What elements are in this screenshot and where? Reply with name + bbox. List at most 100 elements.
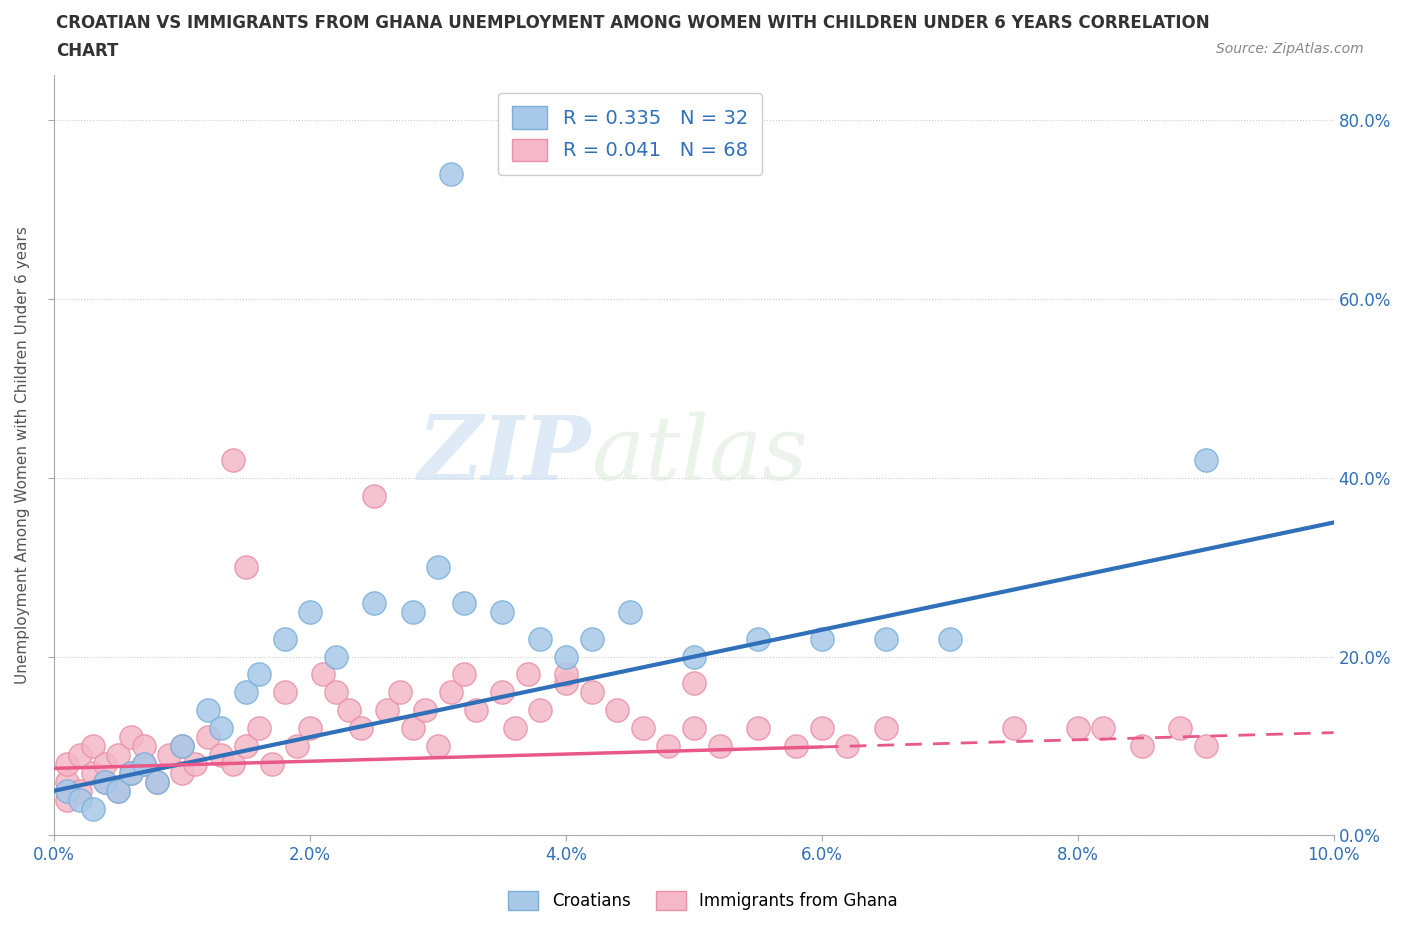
Point — [172, 738, 194, 753]
Point — [363, 595, 385, 610]
Point — [555, 676, 578, 691]
Point — [325, 649, 347, 664]
Point — [529, 631, 551, 646]
Point — [107, 783, 129, 798]
Point — [82, 738, 104, 753]
Point — [235, 560, 257, 575]
Point — [363, 488, 385, 503]
Point — [516, 667, 538, 682]
Point — [337, 703, 360, 718]
Point — [184, 756, 207, 771]
Point — [197, 703, 219, 718]
Point — [325, 684, 347, 699]
Point — [299, 721, 322, 736]
Point — [120, 765, 142, 780]
Point — [299, 604, 322, 619]
Point — [1168, 721, 1191, 736]
Point — [747, 721, 769, 736]
Point — [235, 684, 257, 699]
Point — [120, 730, 142, 745]
Point — [132, 756, 155, 771]
Point — [56, 756, 79, 771]
Point — [683, 676, 706, 691]
Point — [222, 756, 245, 771]
Point — [145, 775, 167, 790]
Point — [555, 649, 578, 664]
Point — [465, 703, 488, 718]
Point — [209, 721, 232, 736]
Legend: R = 0.335   N = 32, R = 0.041   N = 68: R = 0.335 N = 32, R = 0.041 N = 68 — [499, 93, 762, 175]
Point — [1195, 453, 1218, 468]
Point — [145, 775, 167, 790]
Y-axis label: Unemployment Among Women with Children Under 6 years: Unemployment Among Women with Children U… — [15, 227, 30, 684]
Point — [875, 721, 897, 736]
Point — [287, 738, 309, 753]
Point — [875, 631, 897, 646]
Point — [82, 765, 104, 780]
Point — [1130, 738, 1153, 753]
Point — [197, 730, 219, 745]
Point — [69, 748, 91, 763]
Point — [631, 721, 654, 736]
Point — [529, 703, 551, 718]
Point — [172, 738, 194, 753]
Point — [82, 801, 104, 816]
Point — [811, 631, 834, 646]
Point — [491, 604, 513, 619]
Point — [427, 560, 450, 575]
Point — [606, 703, 628, 718]
Point — [747, 631, 769, 646]
Point — [785, 738, 807, 753]
Point — [440, 166, 463, 181]
Point — [619, 604, 641, 619]
Point — [709, 738, 731, 753]
Point — [247, 667, 270, 682]
Point — [69, 783, 91, 798]
Point — [401, 721, 423, 736]
Point — [1195, 738, 1218, 753]
Point — [312, 667, 335, 682]
Point — [503, 721, 526, 736]
Point — [235, 738, 257, 753]
Text: ZIP: ZIP — [418, 412, 592, 498]
Point — [222, 453, 245, 468]
Point — [683, 649, 706, 664]
Point — [350, 721, 373, 736]
Point — [1002, 721, 1025, 736]
Point — [683, 721, 706, 736]
Point — [94, 775, 117, 790]
Point — [94, 775, 117, 790]
Text: CHART: CHART — [56, 42, 118, 60]
Point — [388, 684, 411, 699]
Point — [273, 684, 295, 699]
Point — [453, 595, 475, 610]
Point — [56, 783, 79, 798]
Point — [811, 721, 834, 736]
Point — [837, 738, 859, 753]
Point — [1092, 721, 1115, 736]
Point — [491, 684, 513, 699]
Point — [555, 667, 578, 682]
Point — [453, 667, 475, 682]
Point — [69, 792, 91, 807]
Point — [581, 684, 603, 699]
Point — [172, 765, 194, 780]
Legend: Croatians, Immigrants from Ghana: Croatians, Immigrants from Ghana — [502, 884, 904, 917]
Text: atlas: atlas — [592, 412, 807, 498]
Point — [56, 792, 79, 807]
Text: Source: ZipAtlas.com: Source: ZipAtlas.com — [1216, 42, 1364, 56]
Point — [107, 783, 129, 798]
Point — [247, 721, 270, 736]
Point — [375, 703, 398, 718]
Point — [260, 756, 283, 771]
Point — [132, 756, 155, 771]
Point — [413, 703, 436, 718]
Point — [107, 748, 129, 763]
Point — [401, 604, 423, 619]
Point — [273, 631, 295, 646]
Point — [1067, 721, 1090, 736]
Text: CROATIAN VS IMMIGRANTS FROM GHANA UNEMPLOYMENT AMONG WOMEN WITH CHILDREN UNDER 6: CROATIAN VS IMMIGRANTS FROM GHANA UNEMPL… — [56, 14, 1211, 32]
Point — [120, 765, 142, 780]
Point — [94, 756, 117, 771]
Point — [209, 748, 232, 763]
